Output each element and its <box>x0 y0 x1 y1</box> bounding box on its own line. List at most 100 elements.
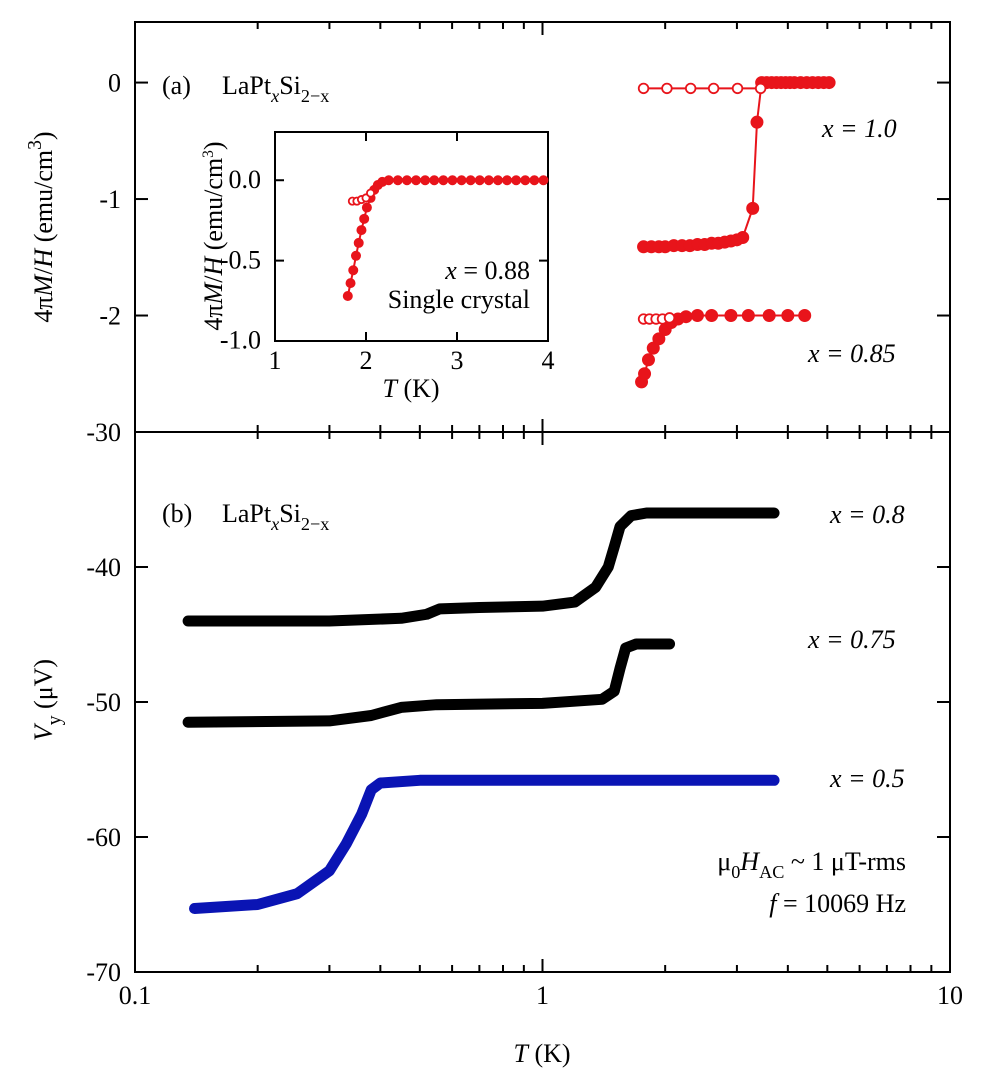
x-axis-label: T (K) <box>513 1039 570 1068</box>
y-axis-label-part: 3 <box>200 150 217 158</box>
data-line <box>182 638 676 728</box>
data-point <box>641 353 655 367</box>
annotation-part: x <box>444 256 457 285</box>
y-axis-label: 4πM/H (emu/cm3) <box>25 131 58 322</box>
panel-title-part: 2−x <box>301 86 329 106</box>
annotation-part: 0 <box>731 862 740 882</box>
y-axis-label-part: y <box>44 715 65 725</box>
annotation-part: = 0.88 <box>457 256 530 285</box>
data-line <box>189 774 780 915</box>
y-axis-label-part: V <box>29 722 58 741</box>
y-axis-label-part: 3 <box>25 140 46 150</box>
plot-frame <box>274 131 549 342</box>
data-point <box>511 175 522 186</box>
panel-title-part: LaPt <box>222 71 272 100</box>
data-point <box>736 230 750 244</box>
panel-title-part: x <box>270 514 279 534</box>
y-axis-label-part: M <box>29 273 58 297</box>
annotation-part: AC <box>759 862 784 882</box>
annotation-part: = 10069 Hz <box>777 889 906 918</box>
data-point <box>359 213 370 224</box>
y-tick-label: -2 <box>99 302 121 331</box>
connector-line <box>642 81 831 248</box>
panel-title-part: 2−x <box>301 514 329 534</box>
data-point <box>366 188 376 198</box>
y-tick-label: -30 <box>86 418 121 447</box>
y-tick-label: -40 <box>86 553 121 582</box>
y-tick-label: 0 <box>108 69 121 98</box>
x-tick-label: 1 <box>536 981 549 1010</box>
data-point <box>731 82 744 95</box>
panel-title: LaPtxSi2−x <box>222 71 329 106</box>
data-point <box>663 312 676 324</box>
data-point <box>345 278 356 289</box>
x-tick-label: 3 <box>451 346 464 375</box>
series-label: x = 0.75 <box>807 625 896 654</box>
data-point <box>520 175 531 186</box>
y-axis-label-part: (emu/cm <box>199 158 228 257</box>
series-label: x = 0.85 <box>807 339 896 368</box>
y-axis-label-part: H <box>29 248 58 269</box>
data-point <box>754 82 767 95</box>
data-point <box>690 309 704 323</box>
annotation-part: H <box>739 847 760 876</box>
data-point <box>638 367 652 381</box>
data-point <box>707 82 720 95</box>
annotation-part: μ <box>717 847 731 876</box>
data-point <box>420 175 431 186</box>
y-tick-label: -70 <box>86 958 121 987</box>
panel-title: LaPtxSi2−x <box>222 499 329 534</box>
data-point <box>762 309 776 323</box>
x-axis-label-part: T <box>382 374 398 403</box>
data-point <box>661 82 673 95</box>
annotation: f = 10069 Hz <box>769 889 906 918</box>
data-line <box>182 507 780 627</box>
annotation: μ0HAC ~ 1 μT-rms <box>717 847 906 882</box>
x-tick-label: 2 <box>360 346 373 375</box>
panel-label: (b) <box>162 499 192 528</box>
x-axis-label: T (K) <box>382 374 439 403</box>
panel-title-part: Si <box>279 499 301 528</box>
data-point <box>456 175 467 186</box>
data-point <box>447 175 458 186</box>
x-axis-label-part: (K) <box>397 374 440 403</box>
data-point <box>538 175 549 186</box>
y-axis-label-part: 4π <box>29 296 58 322</box>
annotation-part: ~ 1 μT-rms <box>784 847 906 876</box>
y-tick-label: 0.0 <box>229 165 262 194</box>
y-axis-label-part: ) <box>29 131 58 140</box>
data-point <box>741 309 755 323</box>
data-point <box>724 309 738 323</box>
y-axis-label: Vy (μV) <box>29 659 65 741</box>
y-tick-label: -0.5 <box>220 245 261 274</box>
series-label: x = 1.0 <box>821 114 897 143</box>
panel-title-part: LaPt <box>222 499 272 528</box>
data-point <box>361 202 372 213</box>
data-point <box>679 310 693 324</box>
data-point <box>383 175 394 186</box>
y-tick-label: -1 <box>99 185 121 214</box>
series-label: x = 0.5 <box>829 764 905 793</box>
data-point <box>465 175 476 186</box>
y-tick-label: -60 <box>86 823 121 852</box>
y-tick-label: -1.0 <box>220 326 261 355</box>
data-point <box>474 175 485 186</box>
data-point <box>483 175 494 186</box>
data-point <box>342 290 353 301</box>
y-axis-label-part: / <box>199 275 228 283</box>
data-point <box>392 175 403 186</box>
x-tick-label: 10 <box>937 981 963 1010</box>
y-axis-label-part: (μV) <box>29 659 58 716</box>
y-axis-label-part: / <box>29 267 58 275</box>
data-point <box>492 175 503 186</box>
annotation-part: f <box>769 889 780 918</box>
annotation: x = 0.88 <box>444 256 530 285</box>
data-point <box>798 309 812 323</box>
annotation-part: Single crystal <box>388 285 530 314</box>
data-point <box>438 175 449 186</box>
panel-title-part: Si <box>279 71 301 100</box>
panel-title-part: x <box>270 86 279 106</box>
data-point <box>652 332 666 346</box>
x-tick-label: 0.1 <box>119 981 152 1010</box>
